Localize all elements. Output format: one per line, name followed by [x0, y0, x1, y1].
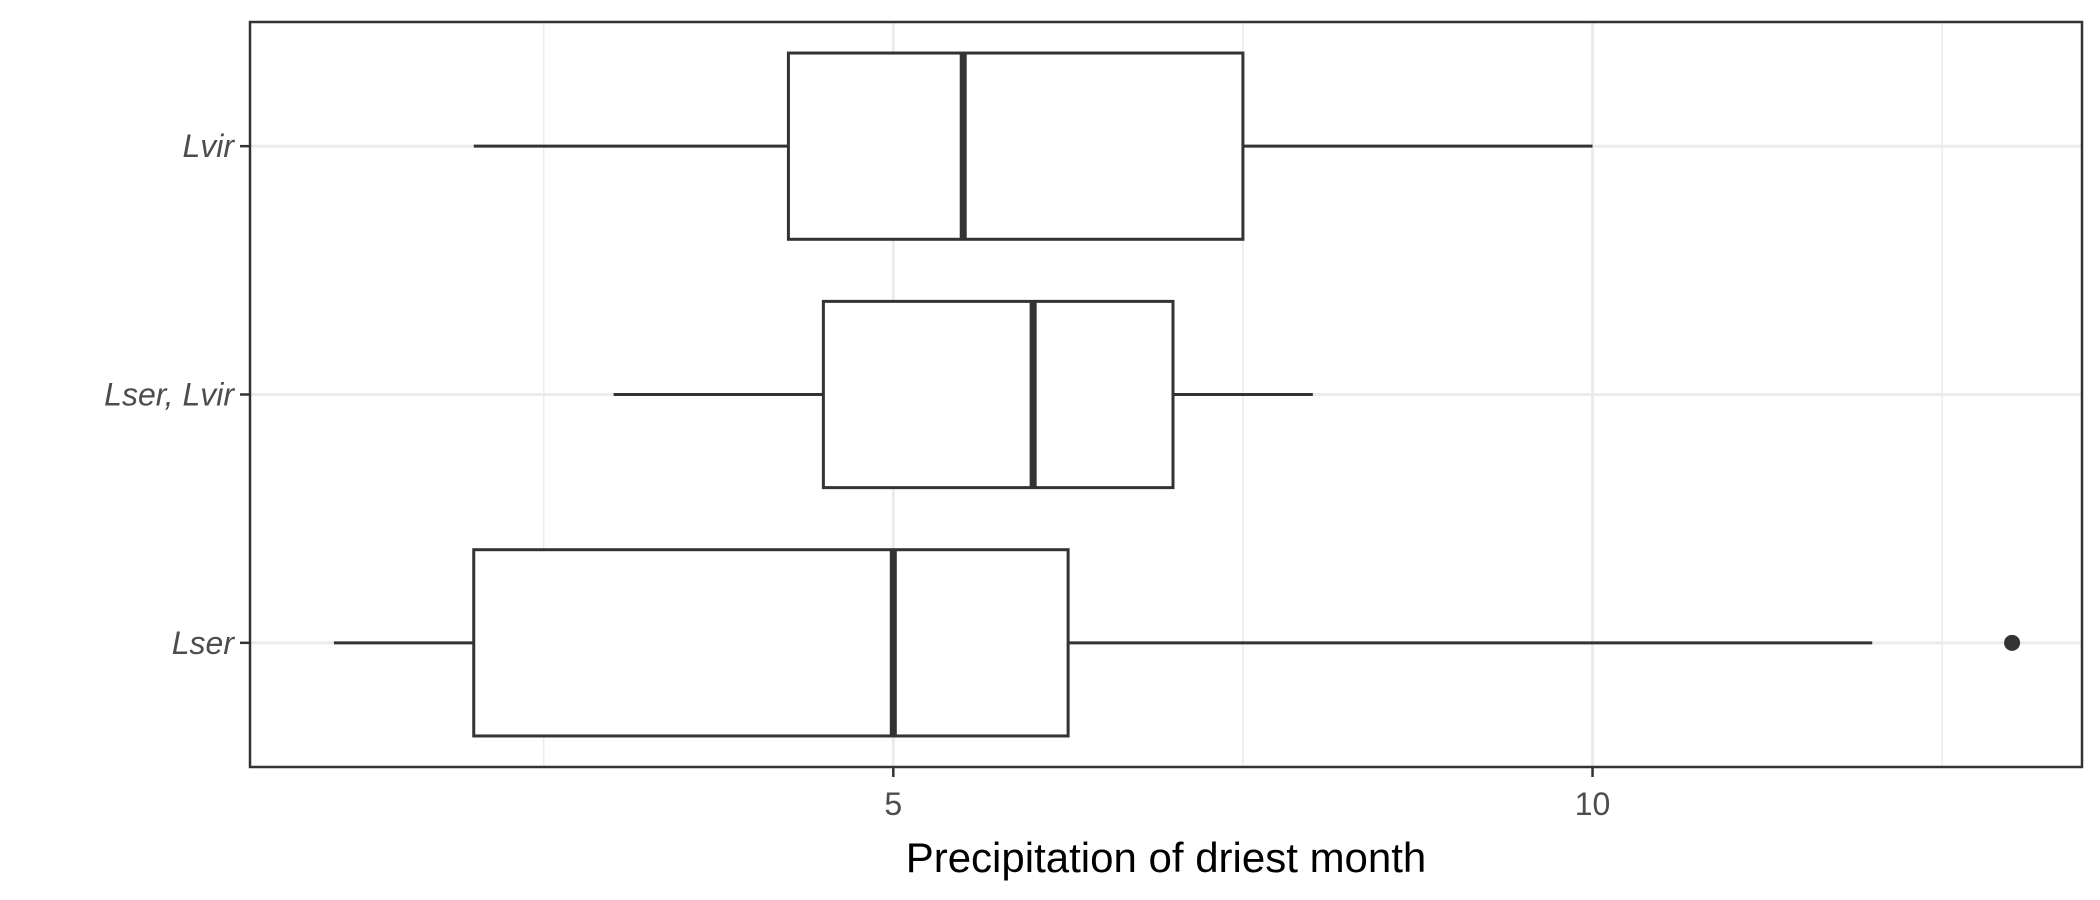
x-axis-title: Precipitation of driest month [906, 834, 1427, 881]
boxplot-lser [333, 548, 2021, 738]
boxplots [333, 51, 2021, 738]
box-iqr [786, 51, 1245, 241]
boxplot-lvir [473, 51, 1593, 241]
x-tick-label: 10 [1575, 786, 1611, 822]
y-tick-label: Lser, Lvir [104, 377, 235, 413]
axes: 5 10 Lvir Lser, Lvir Lser [104, 128, 1610, 822]
y-tick-label: Lser [172, 625, 236, 661]
box-iqr [472, 548, 1070, 738]
y-tick-label: Lvir [182, 128, 235, 164]
box-iqr [821, 299, 1175, 490]
outlier-point [2004, 634, 2021, 651]
x-tick-label: 5 [884, 786, 902, 822]
boxplot-lser-lvir [613, 299, 1313, 490]
